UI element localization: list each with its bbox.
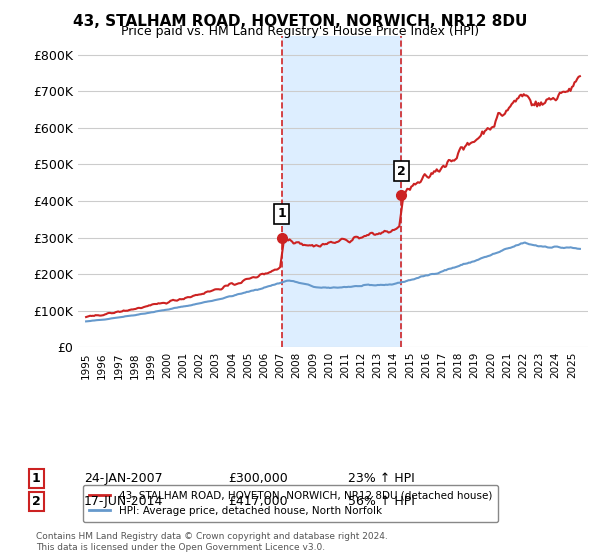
Text: 1: 1 <box>32 472 40 486</box>
Text: 2: 2 <box>397 165 406 178</box>
Text: 17-JUN-2014: 17-JUN-2014 <box>84 494 163 508</box>
Text: Contains HM Land Registry data © Crown copyright and database right 2024.
This d: Contains HM Land Registry data © Crown c… <box>36 532 388 552</box>
Text: 24-JAN-2007: 24-JAN-2007 <box>84 472 163 486</box>
Text: 23% ↑ HPI: 23% ↑ HPI <box>348 472 415 486</box>
Text: 2: 2 <box>32 494 40 508</box>
Text: Price paid vs. HM Land Registry's House Price Index (HPI): Price paid vs. HM Land Registry's House … <box>121 25 479 38</box>
Text: £300,000: £300,000 <box>228 472 288 486</box>
Bar <box>281 36 401 347</box>
Legend: 43, STALHAM ROAD, HOVETON, NORWICH, NR12 8DU (detached house), HPI: Average pric: 43, STALHAM ROAD, HOVETON, NORWICH, NR12… <box>83 484 498 522</box>
Text: £417,000: £417,000 <box>228 494 287 508</box>
Text: 43, STALHAM ROAD, HOVETON, NORWICH, NR12 8DU: 43, STALHAM ROAD, HOVETON, NORWICH, NR12… <box>73 14 527 29</box>
Text: 56% ↑ HPI: 56% ↑ HPI <box>348 494 415 508</box>
Text: 1: 1 <box>277 207 286 221</box>
